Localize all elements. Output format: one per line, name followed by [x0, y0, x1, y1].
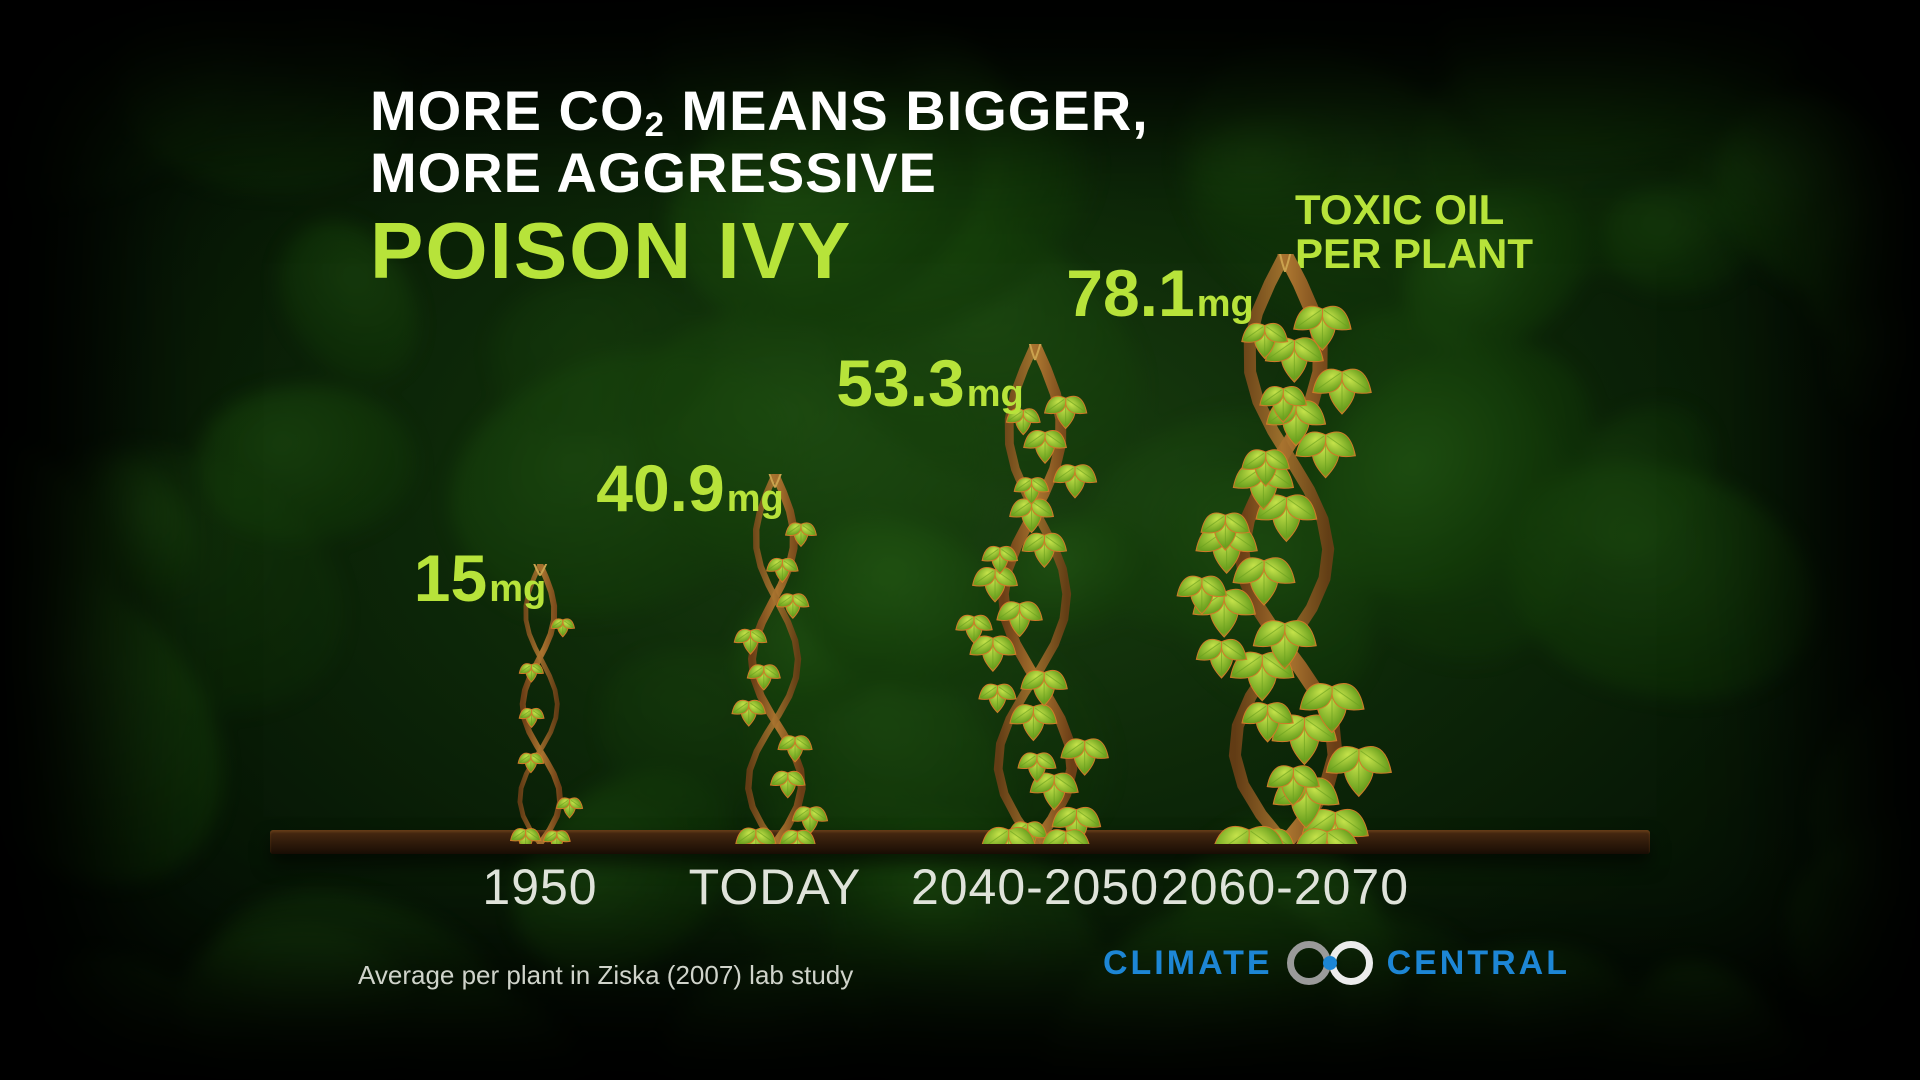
brand-logo: CLIMATE CENTRAL [1103, 940, 1570, 986]
brand-left: CLIMATE [1103, 944, 1273, 983]
source-caption: Average per plant in Ziska (2007) lab st… [358, 960, 853, 991]
plant-1 [695, 474, 855, 844]
value-label: 53.3mg [836, 345, 1023, 421]
period-label: 1950 [482, 858, 597, 916]
plant-3 [1135, 254, 1435, 844]
period-label: 2040-2050 [911, 858, 1159, 916]
value-label: 40.9mg [596, 450, 783, 526]
period-label: 2060-2070 [1161, 858, 1409, 916]
value-label: 15mg [414, 540, 546, 616]
brand-right: CENTRAL [1387, 944, 1570, 983]
value-label: 78.1mg [1066, 255, 1253, 331]
plant-series: 1950 15mg [0, 0, 1920, 1080]
brand-rings-icon [1287, 940, 1373, 986]
period-label: TODAY [689, 858, 862, 916]
